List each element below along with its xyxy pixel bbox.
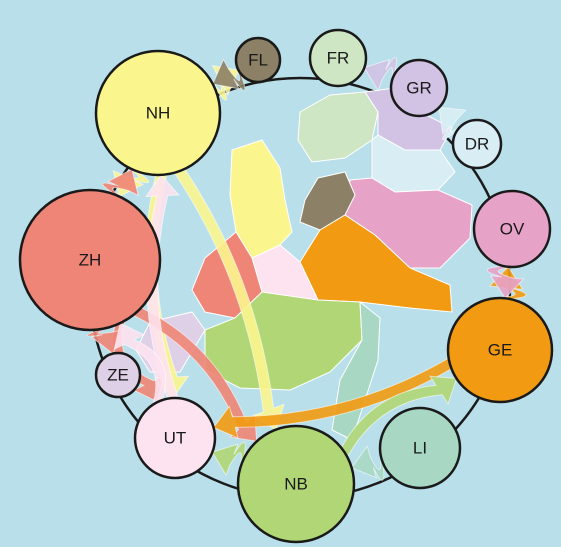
region-node-ut: UT <box>133 396 217 480</box>
region-label-gr: GR <box>406 79 432 98</box>
region-circle-fl <box>234 36 282 84</box>
region-node-ze: ZE <box>94 351 142 399</box>
region-circle-ge <box>446 296 554 404</box>
region-node-zh: ZH <box>18 188 162 332</box>
region-circle-nh <box>94 49 222 177</box>
region-label-ge: GE <box>488 341 513 360</box>
region-label-ze: ZE <box>107 366 129 385</box>
region-label-fl: FL <box>248 51 268 70</box>
region-node-dr: DR <box>451 118 503 170</box>
flow-arrow-dr-to-gr <box>438 106 467 140</box>
region-label-dr: DR <box>465 135 490 154</box>
region-circle-ov <box>472 189 552 269</box>
flow-arrow-nb-to-ut <box>211 441 246 477</box>
region-node-ov: OV <box>472 189 552 269</box>
region-circle-nb <box>236 424 356 544</box>
flow-arrow-ut-to-zh <box>113 322 167 406</box>
region-label-li: LI <box>413 439 427 458</box>
flow-arrow-ov-to-ge <box>486 265 525 300</box>
region-node-li: LI <box>378 406 462 490</box>
flow-arrow-zh-to-nb <box>132 307 258 442</box>
region-label-ov: OV <box>500 220 525 239</box>
region-node-gr: GR <box>389 58 449 118</box>
region-circle-dr <box>451 118 503 170</box>
region-node-ge: GE <box>446 296 554 404</box>
flow-arrow-gr-to-fr <box>363 56 397 92</box>
region-circle-zh <box>18 188 162 332</box>
region-label-nb: NB <box>284 475 308 494</box>
map-region-NH <box>229 139 293 259</box>
region-node-fr: FR <box>308 28 368 88</box>
region-circle-li <box>378 406 462 490</box>
region-label-fr: FR <box>327 49 350 68</box>
region-circle-gr <box>389 58 449 118</box>
region-circle-ut <box>133 396 217 480</box>
flow-arrow-li-to-nb <box>350 445 385 481</box>
flow-arrow-zh-to-nh <box>102 168 139 200</box>
flow-arrow-nb-to-ge <box>340 375 458 458</box>
region-label-ut: UT <box>164 429 187 448</box>
region-node-nh: NH <box>94 49 222 177</box>
region-node-nb: NB <box>236 424 356 544</box>
region-circle-ze <box>94 351 142 399</box>
region-label-zh: ZH <box>79 251 102 270</box>
region-label-nh: NH <box>146 104 171 123</box>
region-circle-fr <box>308 28 368 88</box>
region-nodes: FL FR GR DR OV GE LI NB UT ZE ZH NH <box>18 28 554 544</box>
netherlands-map <box>135 87 473 441</box>
region-node-fl: FL <box>234 36 282 84</box>
